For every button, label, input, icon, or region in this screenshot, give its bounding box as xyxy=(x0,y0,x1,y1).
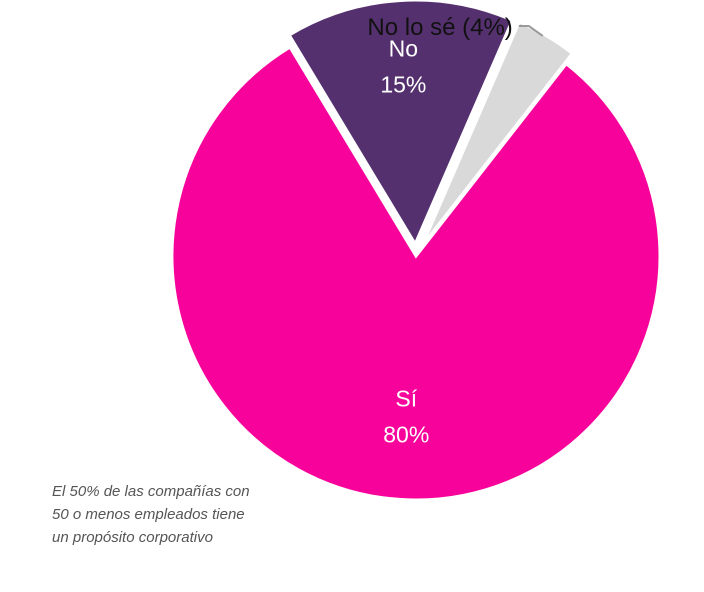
slice-label-si: Sí xyxy=(395,386,417,412)
pie-labels: Sí 80% No 15% No lo sé (4%) xyxy=(367,14,544,448)
slice-value-si: 80% xyxy=(383,422,429,448)
pie-slice-no-lo-se xyxy=(420,19,575,247)
pie-slice-si xyxy=(170,44,662,502)
pie-slice-no xyxy=(287,0,515,248)
pie-slices xyxy=(170,0,662,502)
slice-label-no: No xyxy=(389,35,418,61)
footnote-line-2: 50 o menos empleados tiene xyxy=(52,506,245,523)
leader-line-no-lo-se xyxy=(518,24,544,37)
slice-label-no-lo-se: No lo sé (4%) xyxy=(367,14,512,41)
slice-value-no: 15% xyxy=(380,71,426,97)
footnote-line-1: El 50% de las compañías con xyxy=(52,483,250,500)
footnote: El 50% de las compañías con 50 o menos e… xyxy=(52,480,312,549)
footnote-line-3: un propósito corporativo xyxy=(52,529,213,546)
